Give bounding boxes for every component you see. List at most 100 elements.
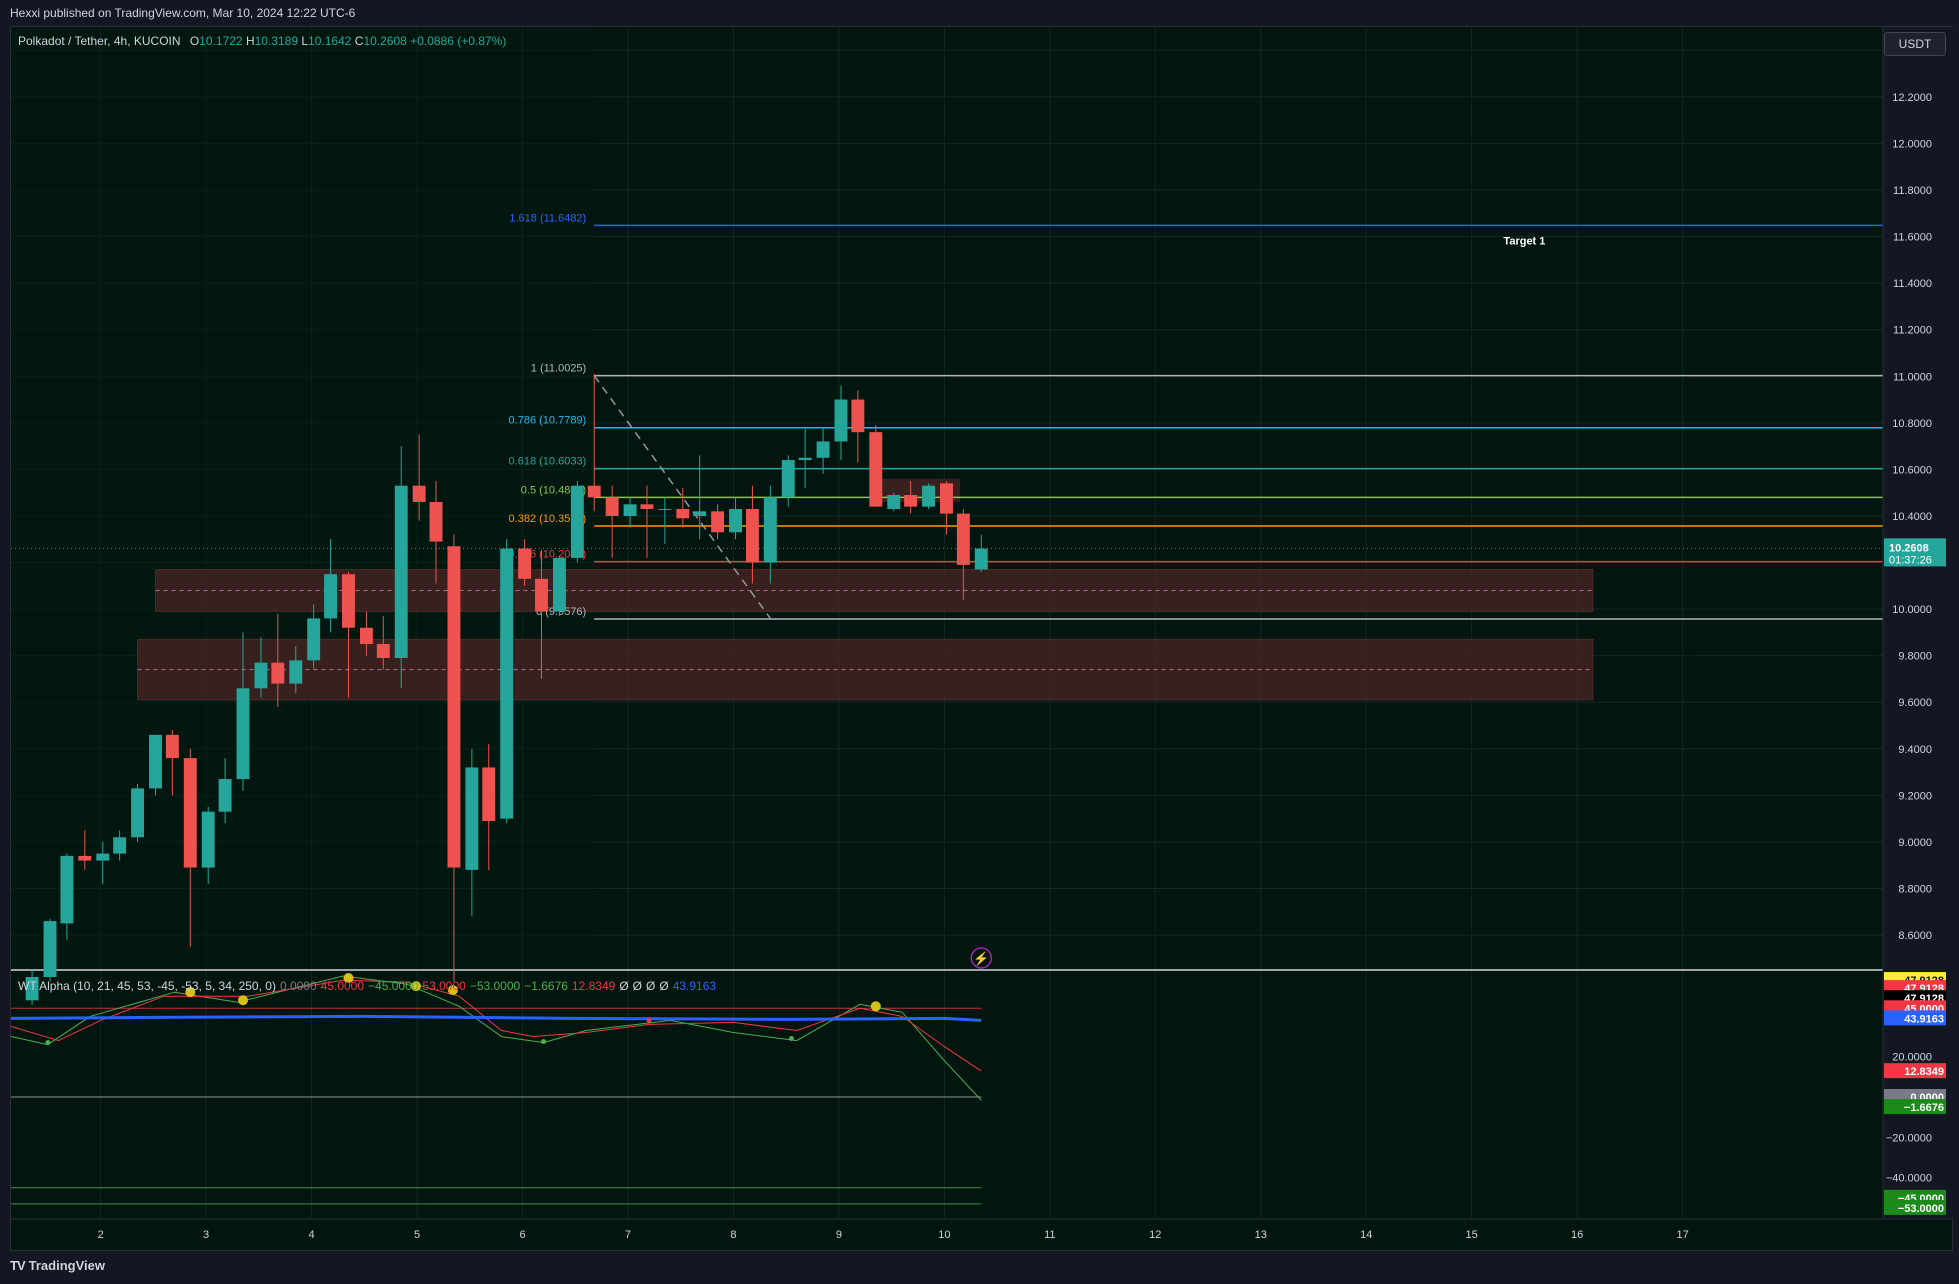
time-tick-label: 3 xyxy=(203,1229,209,1241)
candle-body xyxy=(482,767,496,821)
candle-body xyxy=(922,485,935,507)
candle-body xyxy=(25,976,39,1001)
price-tick-label: 11.4000 xyxy=(1893,278,1932,290)
candle-body xyxy=(289,660,303,684)
fib-level-label: 1.618 (11.6482) xyxy=(509,212,586,224)
price-tick-label: 10.0000 xyxy=(1892,604,1932,616)
candle-body xyxy=(887,495,901,509)
price-tick-label: 9.0000 xyxy=(1898,837,1932,849)
symbol-legend[interactable]: Polkadot / Tether, 4h, KUCOIN O10.1722 H… xyxy=(18,34,506,48)
osc-yellow-dot xyxy=(870,1001,881,1012)
indicator-legend[interactable]: WT Alpha (10, 21, 45, 53, -45, -53, 5, 3… xyxy=(18,979,720,993)
candle-body xyxy=(587,485,601,498)
candles xyxy=(25,373,988,1005)
close-label: C xyxy=(354,34,364,48)
lightning-icon xyxy=(970,947,993,969)
candle-body xyxy=(940,483,953,514)
candle-body xyxy=(78,855,92,861)
candle-body xyxy=(729,508,742,533)
candle-body xyxy=(956,513,970,565)
price-tick-label: 11.2000 xyxy=(1893,325,1932,337)
time-tick-label: 11 xyxy=(1044,1229,1055,1241)
indicator-legend-item: 53.0000 xyxy=(422,979,466,993)
indicator-legend-item: 12.8349 xyxy=(571,979,616,993)
time-tick-label: 13 xyxy=(1255,1229,1267,1241)
candle-body xyxy=(271,662,285,684)
indicator-legend-item: 43.9163 xyxy=(672,979,717,993)
price-tick-label: 12.2000 xyxy=(1892,92,1932,104)
candle-body xyxy=(904,495,918,507)
candle-body xyxy=(500,548,514,819)
candle-body xyxy=(394,485,408,658)
price-tick-label: 8.8000 xyxy=(1898,884,1932,896)
fib-level-label: 0.618 (10.6033) xyxy=(509,456,587,468)
indicator-legend-item: 0.0000 xyxy=(279,979,317,993)
price-tick-label: 9.6000 xyxy=(1898,697,1932,709)
candle-body xyxy=(816,441,830,458)
time-axis: 2 3 4 5 6 7 8 9 10 11 12 13 14 15 16 17 xyxy=(11,1218,1953,1241)
time-tick-label: 9 xyxy=(836,1229,842,1241)
target-label: Target 1 xyxy=(1503,235,1545,247)
candle-body xyxy=(307,618,321,661)
close-value: 10.2608 xyxy=(363,34,407,48)
candle-body xyxy=(96,853,110,861)
osc-value-label: −53.0000 xyxy=(1898,1203,1944,1215)
osc-red-dot xyxy=(646,1017,652,1023)
time-tick-label: 10 xyxy=(938,1229,950,1241)
indicator-legend-item: 45.0000 xyxy=(320,979,365,993)
osc-value-badge xyxy=(1884,1010,1946,1026)
grid xyxy=(11,27,1883,1218)
candle-body xyxy=(605,497,619,516)
osc-tick-label: 20.0000 xyxy=(1892,1052,1932,1064)
candle-body xyxy=(974,548,988,570)
osc-value-label: −1.6676 xyxy=(1904,1102,1944,1114)
osc-blue-line xyxy=(10,1014,982,1022)
candle-body xyxy=(552,557,566,612)
support-zone xyxy=(154,569,1594,612)
indicator-legend-item: −53.0000 xyxy=(469,979,521,993)
high-label: H xyxy=(245,34,255,48)
indicator-legend-item: WT Alpha (10, 21, 45, 53, -45, -53, 5, 3… xyxy=(18,979,276,993)
left-shade xyxy=(11,27,595,970)
currency-button[interactable]: USDT xyxy=(1884,32,1946,56)
publish-caption: Hexxi published on TradingView.com, Mar … xyxy=(10,6,356,20)
time-tick-label: 2 xyxy=(98,1229,104,1241)
candle-body xyxy=(570,485,584,558)
candle-body xyxy=(851,399,865,433)
time-tick-label: 12 xyxy=(1149,1229,1161,1241)
fib-level-label: 0.786 (10.7789) xyxy=(509,415,587,427)
countdown-label: 01:37:26 xyxy=(1889,554,1932,566)
osc-yellow-dot xyxy=(238,995,249,1006)
candle-body xyxy=(834,399,848,442)
time-tick-label: 7 xyxy=(625,1229,631,1241)
open-label: O xyxy=(189,34,200,48)
candle-body xyxy=(359,627,373,645)
candle-body xyxy=(745,508,759,563)
candle-body xyxy=(376,644,390,658)
candle-body xyxy=(518,548,532,579)
candle-body xyxy=(869,432,883,507)
price-tick-label: 9.2000 xyxy=(1898,790,1932,802)
footer-brand[interactable]: TV TradingView xyxy=(10,1258,105,1273)
osc-value-label: 12.8349 xyxy=(1904,1066,1944,1078)
candle-body xyxy=(131,788,145,838)
candle-body xyxy=(465,767,479,870)
candle-body xyxy=(798,457,812,461)
osc-yellow-dot xyxy=(185,987,196,998)
candle-body xyxy=(149,734,162,789)
fib-level-label: 1 (11.0025) xyxy=(531,363,586,375)
candle-body xyxy=(447,546,461,868)
open-value: 10.1722 xyxy=(199,34,243,48)
price-tick-label: 9.4000 xyxy=(1898,744,1932,756)
time-tick-label: 6 xyxy=(519,1229,525,1241)
osc-green-line xyxy=(10,975,982,1101)
indicator-legend-item: Ø xyxy=(659,979,669,993)
indicator-legend-item: Ø xyxy=(632,979,642,993)
price-axis-bg xyxy=(1883,27,1953,1218)
candle-body xyxy=(183,758,197,868)
candle-body xyxy=(658,508,672,510)
candle-body xyxy=(763,497,777,563)
footer-brand-label: TradingView xyxy=(28,1258,105,1273)
